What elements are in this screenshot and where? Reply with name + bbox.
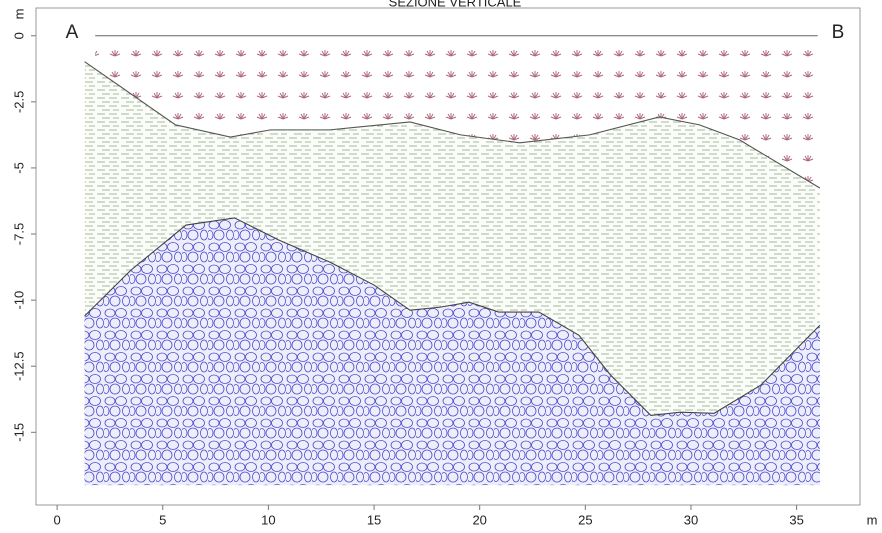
y-tick-label: -7.5 <box>11 223 26 245</box>
x-unit: m <box>867 512 878 527</box>
x-tick-label: 25 <box>578 512 592 527</box>
x-tick-label: 15 <box>367 512 381 527</box>
x-tick-label: 5 <box>159 512 166 527</box>
y-tick-label: -2.5 <box>11 91 26 113</box>
x-tick-label: 10 <box>261 512 275 527</box>
x-tick-label: 20 <box>472 512 486 527</box>
y-tick-label: -10 <box>11 291 26 310</box>
x-tick-label: 35 <box>789 512 803 527</box>
y-tick-label: -12.5 <box>11 351 26 381</box>
y-tick-label: -5 <box>11 162 26 174</box>
y-tick-label: 0 <box>11 32 26 39</box>
section-start-label: A <box>66 22 79 43</box>
chart: SEZIONE VERTICALE A B m m 0 5 10 15 20 25 30 35… <box>0 0 882 533</box>
y-tick-label: -15 <box>11 423 26 442</box>
y-unit: m <box>11 9 26 20</box>
x-tick-label: 0 <box>54 512 61 527</box>
x-tick-label: 30 <box>684 512 698 527</box>
chart-title: SEZIONE VERTICALE <box>389 0 522 9</box>
section-end-label: B <box>832 22 845 43</box>
